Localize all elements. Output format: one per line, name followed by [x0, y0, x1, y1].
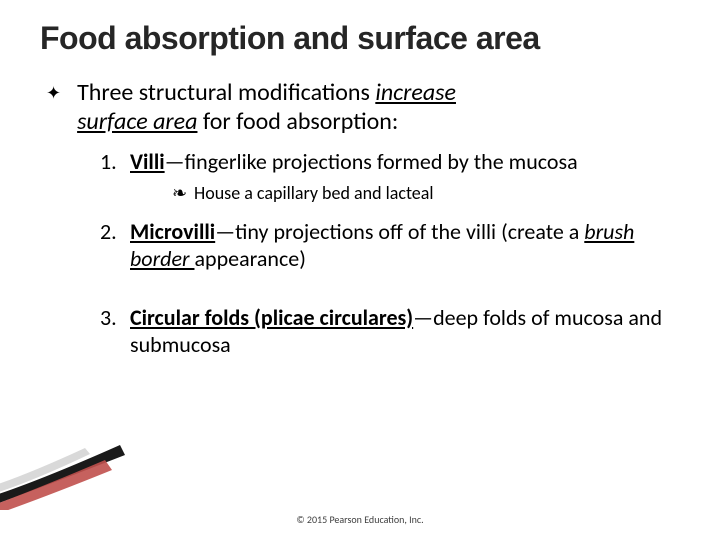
lead-surface-area: surface area [77, 107, 197, 136]
slide-title: Food absorption and surface area [40, 20, 690, 57]
term-villi: Villi [130, 148, 165, 175]
numbered-list: Villi—fingerlike projections formed by t… [40, 149, 690, 359]
desc-microvilli-post: appearance) [194, 245, 305, 272]
lead-pre: Three structural modifications [77, 78, 375, 107]
sub-item: House a capillary bed and lacteal [172, 183, 690, 205]
term-microvilli: Microvilli [130, 218, 215, 245]
lead-post: for food absorption: [197, 107, 398, 136]
lead-text: Three structural modifications increase … [77, 79, 456, 137]
bullet-icon: ✦ [46, 79, 61, 107]
spacer [100, 287, 690, 305]
desc-microvilli-pre: —tiny projections off of the villi (crea… [215, 218, 584, 245]
list-item-2: Microvilli—tiny projections off of the v… [100, 219, 690, 273]
slide: Food absorption and surface area ✦ Three… [0, 0, 720, 540]
corner-swoosh [0, 430, 140, 510]
sub-list: House a capillary bed and lacteal [130, 183, 690, 205]
lead-increase: increase [375, 78, 456, 107]
copyright-text: © 2015 Pearson Education, Inc. [0, 513, 720, 526]
term-circular-folds: Circular folds (plicae circulares) [130, 304, 413, 331]
list-item-3: Circular folds (plicae circulares)—deep … [100, 305, 690, 359]
lead-bullet-row: ✦ Three structural modifications increas… [40, 79, 690, 137]
desc-villi: —fingerlike projections formed by the mu… [165, 148, 578, 175]
list-item-1: Villi—fingerlike projections formed by t… [100, 149, 690, 205]
